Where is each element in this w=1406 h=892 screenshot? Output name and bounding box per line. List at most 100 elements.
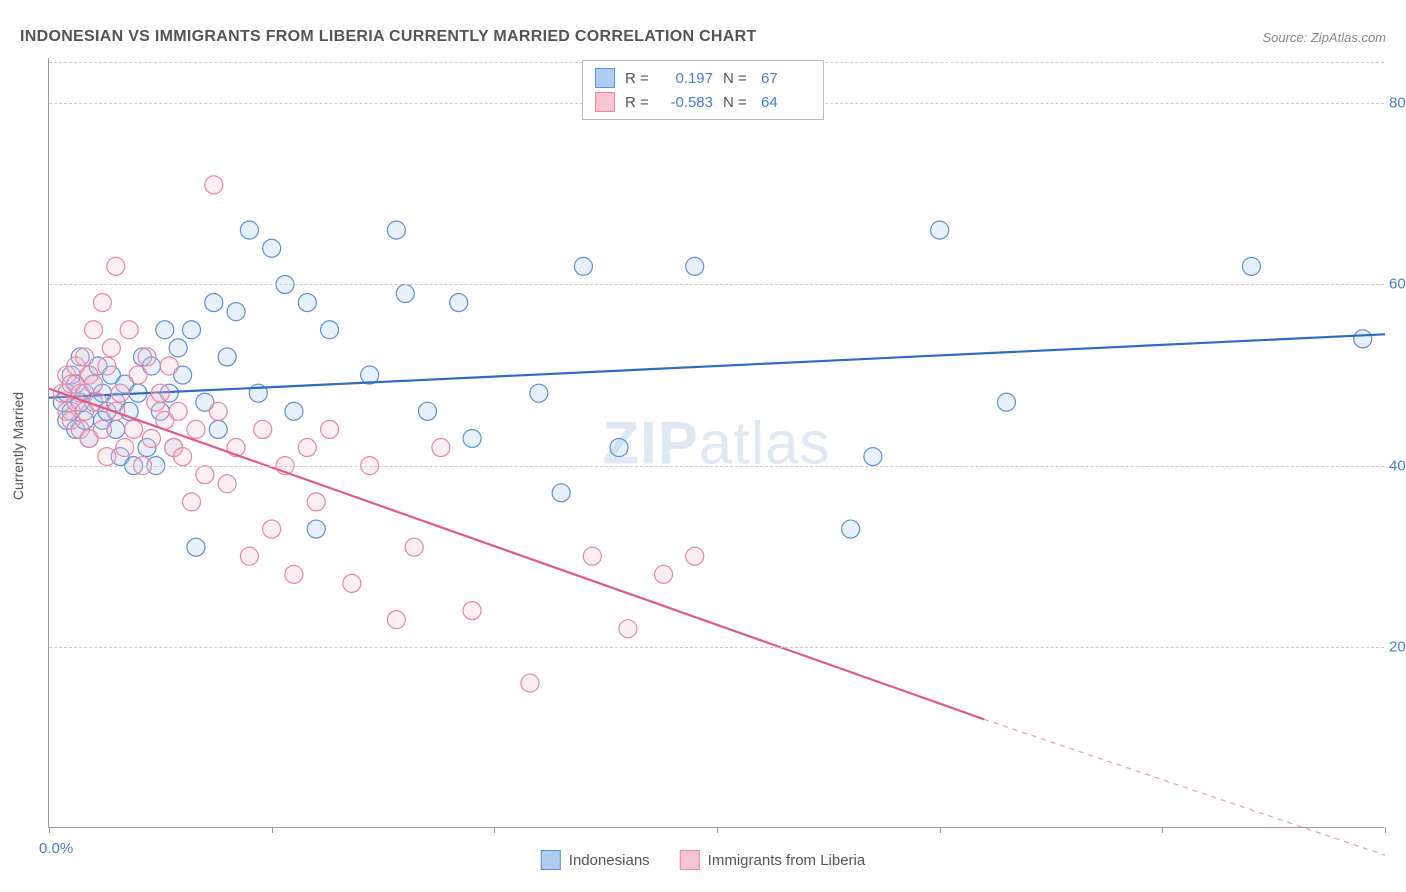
scatter-point [405,538,423,556]
scatter-point [129,366,147,384]
scatter-point [107,257,125,275]
scatter-point [931,221,949,239]
scatter-point [463,429,481,447]
r-label: R = [625,94,653,111]
scatter-point [655,565,673,583]
scatter-point [218,475,236,493]
scatter-point [254,420,272,438]
y-axis-label: Currently Married [10,392,26,500]
r-label: R = [625,70,653,87]
scatter-point [530,384,548,402]
gridline-h [49,466,1384,467]
scatter-point [432,439,450,457]
xtick [940,827,941,833]
scatter-point [321,420,339,438]
scatter-point [240,221,258,239]
stats-row: R = 0.197 N = 67 [595,66,811,90]
scatter-point [111,384,129,402]
stats-row: R =-0.583N =64 [595,90,811,114]
scatter-point [343,574,361,592]
scatter-point [227,303,245,321]
ytick-label: 40.0% [1389,457,1406,474]
plot-area: ZIPatlas 20.0%40.0%60.0%80.0%0.0%30.0% [48,58,1384,828]
xtick [1385,827,1386,833]
scatter-point [85,375,103,393]
scatter-point [686,257,704,275]
scatter-point [298,439,316,457]
legend-swatch [595,68,615,88]
legend-swatch [541,850,561,870]
scatter-point [196,466,214,484]
scatter-point [160,357,178,375]
scatter-point [997,393,1015,411]
scatter-point [102,339,120,357]
legend-swatch [680,850,700,870]
xtick-label: 0.0% [39,840,73,857]
legend-label: Indonesians [569,852,650,869]
scatter-point [187,420,205,438]
scatter-point [93,420,111,438]
trend-line-dashed [984,719,1385,855]
scatter-point [285,402,303,420]
scatter-point [205,294,223,312]
xtick [49,827,50,833]
chart-svg [49,58,1384,827]
bottom-legend: Indonesians Immigrants from Liberia [541,850,865,870]
scatter-point [169,402,187,420]
ytick-label: 20.0% [1389,638,1406,655]
scatter-point [396,285,414,303]
scatter-point [864,448,882,466]
xtick [494,827,495,833]
stats-legend: R =0.197N =67R =-0.583N =64 [582,60,824,120]
xtick [717,827,718,833]
scatter-point [138,348,156,366]
ytick-label: 80.0% [1389,95,1406,112]
n-value: 67 [761,70,811,87]
scatter-point [187,538,205,556]
scatter-point [552,484,570,502]
scatter-point [1354,330,1372,348]
scatter-point [419,402,437,420]
r-value: 0.197 [663,70,713,87]
n-value: 64 [761,94,811,111]
r-value: -0.583 [663,94,713,111]
legend-swatch [595,92,615,112]
scatter-point [298,294,316,312]
xtick [1162,827,1163,833]
gridline-h [49,284,1384,285]
scatter-point [209,402,227,420]
n-label: N = [723,70,751,87]
ytick-label: 60.0% [1389,276,1406,293]
scatter-point [521,674,539,692]
scatter-point [285,565,303,583]
scatter-point [387,221,405,239]
legend-item: Indonesians [541,850,650,870]
legend-label: Immigrants from Liberia [708,852,866,869]
scatter-point [169,339,187,357]
scatter-point [240,547,258,565]
scatter-point [183,321,201,339]
scatter-point [842,520,860,538]
scatter-point [116,439,134,457]
scatter-point [387,611,405,629]
scatter-point [209,420,227,438]
scatter-point [619,620,637,638]
scatter-point [1242,257,1260,275]
scatter-point [142,429,160,447]
scatter-point [450,294,468,312]
scatter-point [610,439,628,457]
scatter-point [98,448,116,466]
scatter-point [263,520,281,538]
scatter-point [463,602,481,620]
gridline-h [49,647,1384,648]
scatter-point [76,348,94,366]
scatter-point [321,321,339,339]
scatter-point [583,547,601,565]
scatter-point [98,357,116,375]
scatter-point [120,321,138,339]
scatter-point [307,520,325,538]
legend-item: Immigrants from Liberia [680,850,866,870]
scatter-point [183,493,201,511]
scatter-point [574,257,592,275]
scatter-point [263,239,281,257]
